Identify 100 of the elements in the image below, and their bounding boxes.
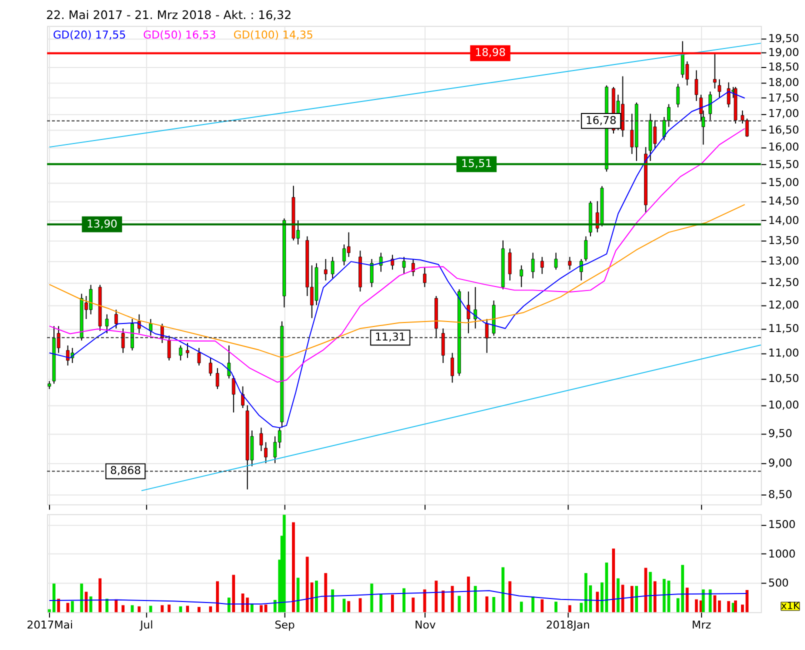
bar [727, 601, 730, 612]
bar [616, 578, 620, 612]
candlestick [474, 286, 478, 329]
bar [502, 567, 504, 612]
y-tick-label: 17,50 [768, 91, 800, 104]
candlestick [694, 70, 698, 102]
candlestick [726, 82, 730, 108]
candlestick [713, 52, 716, 89]
y-tick-label: 12,00 [768, 298, 800, 312]
bar [216, 581, 219, 612]
candlestick [580, 258, 583, 281]
ref-line-label: 13,90 [86, 217, 118, 230]
bar [734, 600, 738, 612]
candlestick [441, 328, 445, 364]
y-tick-label: 19,50 [768, 32, 800, 45]
y-tick-label: 12,50 [768, 276, 800, 290]
candlestick [227, 344, 231, 379]
candlestick [584, 236, 588, 262]
y-tick-label: 18,50 [768, 60, 800, 74]
bar [508, 581, 512, 612]
bar [149, 606, 152, 612]
y-tick-label: 9,00 [768, 456, 792, 470]
candlestick [379, 252, 383, 272]
candlestick [540, 256, 544, 274]
text: GD(100) 14,35 [233, 28, 314, 42]
y-tick-label: 10,50 [768, 372, 800, 385]
y-tick-label: 13,50 [768, 234, 800, 247]
bar [70, 601, 74, 612]
candlestick [105, 314, 109, 334]
candlestick [412, 258, 415, 277]
text: GD(50) 16,53 [143, 28, 216, 42]
candlestick [330, 256, 334, 279]
candlestick [568, 256, 572, 270]
y-tick-label: 11,50 [768, 322, 800, 335]
y-tick-label: 14,50 [768, 194, 800, 208]
y-tick-label: 1500 [768, 518, 796, 532]
y-tick-label: 15,50 [768, 158, 800, 171]
bar [653, 581, 656, 612]
ref-line-label: 15,51 [461, 157, 492, 170]
candlestick [531, 252, 535, 279]
y-tick-label: 13,00 [768, 254, 800, 268]
bar [531, 596, 534, 612]
y-tick-label: 16,00 [768, 140, 800, 154]
bar [264, 604, 268, 612]
y-tick-label: 17,00 [768, 107, 800, 120]
candlestick [216, 368, 220, 390]
bar [702, 589, 705, 612]
bar [442, 590, 445, 612]
bar [342, 598, 346, 612]
bar [390, 594, 394, 612]
candlestick [520, 264, 524, 288]
y-tick-label: 19,00 [768, 46, 800, 60]
candlestick [186, 342, 190, 358]
bar [686, 588, 689, 612]
candlestick [208, 357, 212, 376]
x-tick-label: Mrz [692, 618, 712, 632]
bar [520, 602, 523, 612]
bar [246, 598, 249, 612]
candlestick [718, 78, 722, 98]
candlestick [708, 91, 712, 121]
candlestick [370, 258, 374, 288]
bar [466, 576, 470, 612]
y-tick-label: 8,50 [768, 488, 792, 501]
bar [89, 596, 92, 612]
bar [450, 586, 454, 612]
line-series [48, 590, 748, 604]
bar [635, 586, 638, 612]
bar [423, 589, 426, 612]
bar [98, 578, 102, 612]
y-tick-label: 500 [768, 576, 789, 590]
bar [554, 602, 558, 612]
bar [122, 605, 125, 612]
bar [292, 522, 295, 612]
bar [694, 599, 698, 612]
candlestick [167, 335, 171, 361]
candlestick [178, 344, 182, 361]
candlestick [121, 328, 125, 354]
candlestick [485, 318, 489, 354]
bar [596, 592, 599, 612]
bar [66, 602, 70, 612]
candlestick [324, 258, 328, 281]
candlestick [260, 427, 263, 452]
line-series [48, 128, 746, 383]
y-tick-label: 10,00 [768, 398, 800, 412]
bar [296, 578, 300, 612]
candlestick [402, 256, 406, 274]
y-tick-label: 16,50 [768, 124, 800, 137]
x-tick-label: 2018Jan [546, 618, 590, 632]
bar [434, 580, 438, 612]
bar [315, 580, 318, 612]
candlestick [508, 248, 512, 281]
candlestick [390, 254, 394, 270]
text: GD(20) 17,55 [52, 28, 126, 42]
bar [630, 586, 634, 612]
candlestick [676, 83, 680, 108]
bar [474, 586, 477, 612]
x-tick-label: Sep [274, 618, 296, 632]
bar [379, 594, 382, 612]
line-series [48, 204, 746, 358]
bar [310, 582, 314, 612]
